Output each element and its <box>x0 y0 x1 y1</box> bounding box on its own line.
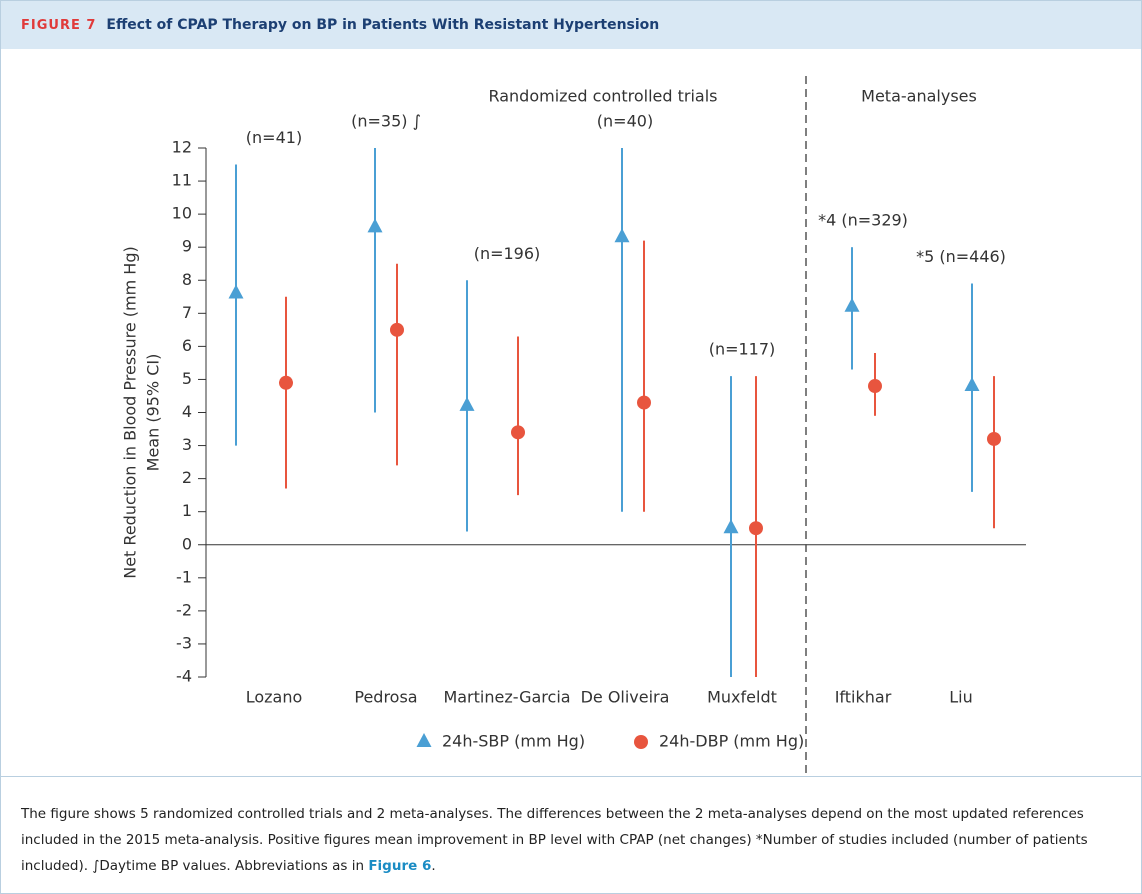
marker <box>614 228 630 243</box>
annotation: (n=196) <box>474 244 541 263</box>
y-tick-label: 7 <box>182 303 192 322</box>
y-axis-label: Net Reduction in Blood Pressure (mm Hg) <box>121 246 140 579</box>
marker <box>868 379 882 394</box>
marker <box>723 519 739 534</box>
y-tick-label: -4 <box>176 667 192 686</box>
y-tick-label: -1 <box>176 567 192 586</box>
y-axis-label: Mean (95% CI) <box>144 354 163 472</box>
marker <box>511 425 525 440</box>
caption: The figure shows 5 randomized controlled… <box>21 801 1121 879</box>
annotation: (n=35) ∫ <box>351 112 421 131</box>
group-label: Meta-analyses <box>861 87 977 106</box>
x-tick-label: Pedrosa <box>354 688 417 707</box>
caption-end: . <box>431 858 436 874</box>
marker <box>987 431 1001 446</box>
y-tick-label: 5 <box>182 369 192 388</box>
x-tick-label: Iftikhar <box>835 688 892 707</box>
y-tick-label: 0 <box>182 534 192 553</box>
marker <box>637 395 651 410</box>
separator <box>1 776 1141 777</box>
annotation: (n=117) <box>709 340 776 359</box>
annotation: *4 (n=329) <box>818 211 908 230</box>
header: FIGURE 7 Effect of CPAP Therapy on BP in… <box>1 1 1141 49</box>
marker <box>964 377 980 392</box>
y-tick-label: 11 <box>172 171 192 190</box>
y-tick-label: -2 <box>176 600 192 619</box>
y-tick-label: 10 <box>172 204 192 223</box>
y-tick-label: 4 <box>182 402 192 421</box>
y-tick-label: -3 <box>176 633 192 652</box>
marker <box>749 521 763 536</box>
legend-label: 24h-DBP (mm Hg) <box>659 732 804 751</box>
marker <box>459 396 475 411</box>
legend-label: 24h-SBP (mm Hg) <box>442 732 585 751</box>
annotation: *5 (n=446) <box>916 247 1006 266</box>
annotation: (n=41) <box>246 128 302 147</box>
group-label: Randomized controlled trials <box>488 87 717 106</box>
y-tick-label: 12 <box>172 138 192 157</box>
y-tick-label: 1 <box>182 501 192 520</box>
marker <box>416 733 432 747</box>
y-tick-label: 6 <box>182 336 192 355</box>
marker <box>390 322 404 337</box>
figure-label: FIGURE 7 <box>21 17 97 33</box>
annotation: (n=40) <box>597 112 653 131</box>
marker <box>367 218 383 233</box>
marker <box>228 284 244 299</box>
y-tick-label: 9 <box>182 237 192 256</box>
y-tick-label: 2 <box>182 468 192 487</box>
x-tick-label: Martinez-Garcia <box>443 688 570 707</box>
x-tick-label: Liu <box>949 688 973 707</box>
caption-text: The figure shows 5 randomized controlled… <box>21 806 1088 874</box>
marker <box>844 297 860 312</box>
x-tick-label: De Oliveira <box>581 688 670 707</box>
y-tick-label: 8 <box>182 270 192 289</box>
marker <box>279 375 293 390</box>
y-tick-label: 3 <box>182 435 192 454</box>
figure-link[interactable]: Figure 6 <box>368 858 432 874</box>
x-tick-label: Muxfeldt <box>707 688 777 707</box>
figure-title: Effect of CPAP Therapy on BP in Patients… <box>106 17 660 33</box>
x-tick-label: Lozano <box>246 688 303 707</box>
marker <box>634 735 648 749</box>
